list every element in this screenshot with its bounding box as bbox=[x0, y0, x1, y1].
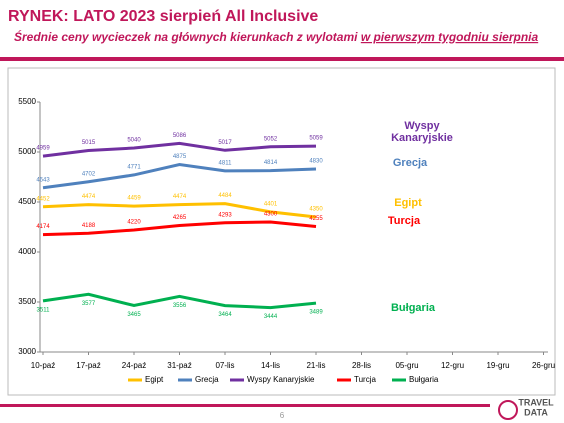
data-label: 4643 bbox=[36, 177, 50, 183]
data-label: 3556 bbox=[173, 303, 187, 309]
data-label: 4959 bbox=[36, 146, 50, 152]
x-tick-label: 12-gru bbox=[441, 361, 464, 370]
y-tick-label: 3000 bbox=[18, 347, 36, 356]
data-label: 5059 bbox=[309, 136, 323, 142]
annotation: Wyspy Kanaryjskie bbox=[391, 120, 453, 144]
data-label: 4459 bbox=[127, 196, 141, 202]
x-tick-label: 24-paź bbox=[122, 361, 146, 370]
legend-label: Bułgaria bbox=[409, 375, 439, 384]
logo-bottom: DATA bbox=[524, 407, 548, 417]
x-tick-label: 17-paź bbox=[76, 361, 100, 370]
series-line bbox=[42, 162, 317, 190]
data-label: 4255 bbox=[309, 216, 323, 222]
x-tick-label: 21-lis bbox=[306, 361, 325, 370]
series-line bbox=[42, 202, 317, 219]
data-label: 5017 bbox=[218, 140, 232, 146]
data-label: 3465 bbox=[127, 312, 141, 318]
data-label: 3489 bbox=[309, 310, 323, 316]
data-label: 4474 bbox=[173, 194, 187, 200]
data-label: 4875 bbox=[173, 154, 187, 160]
data-label: 3464 bbox=[218, 312, 232, 318]
y-tick-label: 3500 bbox=[18, 297, 36, 306]
x-tick-label: 28-lis bbox=[352, 361, 371, 370]
series-line bbox=[42, 220, 317, 237]
data-label: 5015 bbox=[82, 140, 96, 146]
y-tick-label: 4500 bbox=[18, 197, 36, 206]
annotation: Egipt bbox=[394, 197, 422, 209]
page-number: 6 bbox=[280, 411, 285, 420]
legend-label: Grecja bbox=[195, 375, 219, 384]
data-label: 4265 bbox=[173, 215, 187, 221]
x-tick-label: 31-paź bbox=[167, 361, 191, 370]
legend-label: Egipt bbox=[145, 375, 164, 384]
x-tick-label: 14-lis bbox=[261, 361, 280, 370]
data-label: 4452 bbox=[36, 196, 50, 202]
title: RYNEK: LATO 2023 sierpień All Inclusive bbox=[8, 8, 318, 25]
x-tick-label: 05-gru bbox=[395, 361, 418, 370]
data-label: 4814 bbox=[264, 160, 278, 166]
y-tick-label: 5000 bbox=[18, 147, 36, 156]
x-tick-label: 19-gru bbox=[486, 361, 509, 370]
x-tick-label: 26-gru bbox=[532, 361, 555, 370]
data-label: 4220 bbox=[127, 220, 141, 226]
data-label: 3444 bbox=[264, 314, 278, 320]
data-label: 4188 bbox=[82, 223, 96, 229]
data-label: 4174 bbox=[36, 224, 50, 230]
legend-label: Wyspy Kanaryjskie bbox=[247, 375, 315, 384]
y-tick-label: 4000 bbox=[18, 247, 36, 256]
data-label: 3577 bbox=[82, 301, 96, 307]
x-tick-label: 07-lis bbox=[215, 361, 234, 370]
data-label: 4771 bbox=[127, 164, 141, 170]
data-label: 4293 bbox=[218, 212, 232, 218]
data-label: 5086 bbox=[173, 133, 187, 139]
chart-border bbox=[7, 67, 556, 396]
top-strip bbox=[0, 57, 564, 61]
data-label: 4350 bbox=[309, 207, 323, 213]
annotation: Turcja bbox=[387, 215, 421, 227]
logo-ring bbox=[498, 400, 518, 420]
data-label: 3511 bbox=[37, 307, 51, 313]
subtitle: Średnie ceny wycieczek na głównych kieru… bbox=[14, 29, 539, 44]
data-label: 4811 bbox=[219, 160, 233, 166]
y-tick-label: 5500 bbox=[18, 97, 36, 106]
legend-label: Turcja bbox=[354, 375, 376, 384]
data-label: 4474 bbox=[82, 194, 96, 200]
data-label: 4401 bbox=[264, 201, 278, 207]
annotation: Bułgaria bbox=[390, 302, 435, 314]
subtitle-underlined: w pierwszym tygodniu sierpnia bbox=[361, 30, 539, 44]
data-label: 4300 bbox=[264, 212, 278, 218]
subtitle-part: Średnie ceny wycieczek na głównych kieru… bbox=[14, 29, 361, 44]
series-line bbox=[42, 141, 317, 158]
data-label: 4830 bbox=[309, 159, 323, 165]
bottom-strip bbox=[0, 404, 490, 407]
x-tick-label: 10-paź bbox=[31, 361, 55, 370]
annotation: Grecja bbox=[392, 157, 428, 169]
data-label: 4484 bbox=[218, 193, 232, 199]
logo-top: TRAVEL bbox=[518, 397, 554, 407]
data-label: 5052 bbox=[264, 136, 278, 142]
data-label: 4702 bbox=[82, 171, 96, 177]
data-label: 5040 bbox=[127, 138, 141, 144]
series-line bbox=[42, 292, 317, 310]
